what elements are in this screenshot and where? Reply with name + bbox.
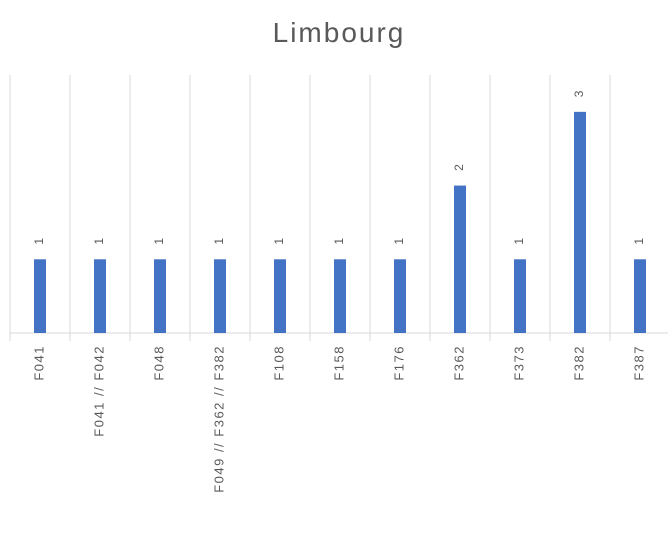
x-tick-label: F176 — [391, 345, 406, 381]
data-label: 1 — [392, 238, 406, 245]
x-tick-label: F049 // F362 // F382 — [211, 345, 226, 493]
bar — [574, 111, 586, 333]
bar — [394, 259, 406, 333]
data-label: 1 — [92, 238, 106, 245]
bar — [634, 259, 646, 333]
data-label: 2 — [452, 164, 466, 171]
bar — [454, 185, 466, 333]
bar — [274, 259, 286, 333]
bar — [34, 259, 46, 333]
data-label: 1 — [32, 238, 46, 245]
x-tick-label: F041 — [31, 345, 46, 381]
bar — [214, 259, 226, 333]
x-tick-label: F108 — [271, 345, 286, 381]
x-tick-label: F158 — [331, 345, 346, 381]
data-label: 1 — [632, 238, 646, 245]
chart-title: Limbourg — [273, 17, 406, 48]
x-tick-label: F048 — [151, 345, 166, 381]
x-tick-label: F382 — [571, 345, 586, 381]
bar — [94, 259, 106, 333]
data-label: 1 — [272, 238, 286, 245]
x-tick-label: F041 // F042 — [91, 345, 106, 437]
bar — [154, 259, 166, 333]
data-label: 1 — [512, 238, 526, 245]
data-label: 1 — [152, 238, 166, 245]
bar — [514, 259, 526, 333]
x-tick-label: F373 — [511, 345, 526, 381]
x-tick-label: F387 — [631, 345, 646, 381]
data-label: 3 — [572, 90, 586, 97]
x-tick-label: F362 — [451, 345, 466, 381]
data-label: 1 — [212, 238, 226, 245]
data-label: 1 — [332, 238, 346, 245]
bar — [334, 259, 346, 333]
